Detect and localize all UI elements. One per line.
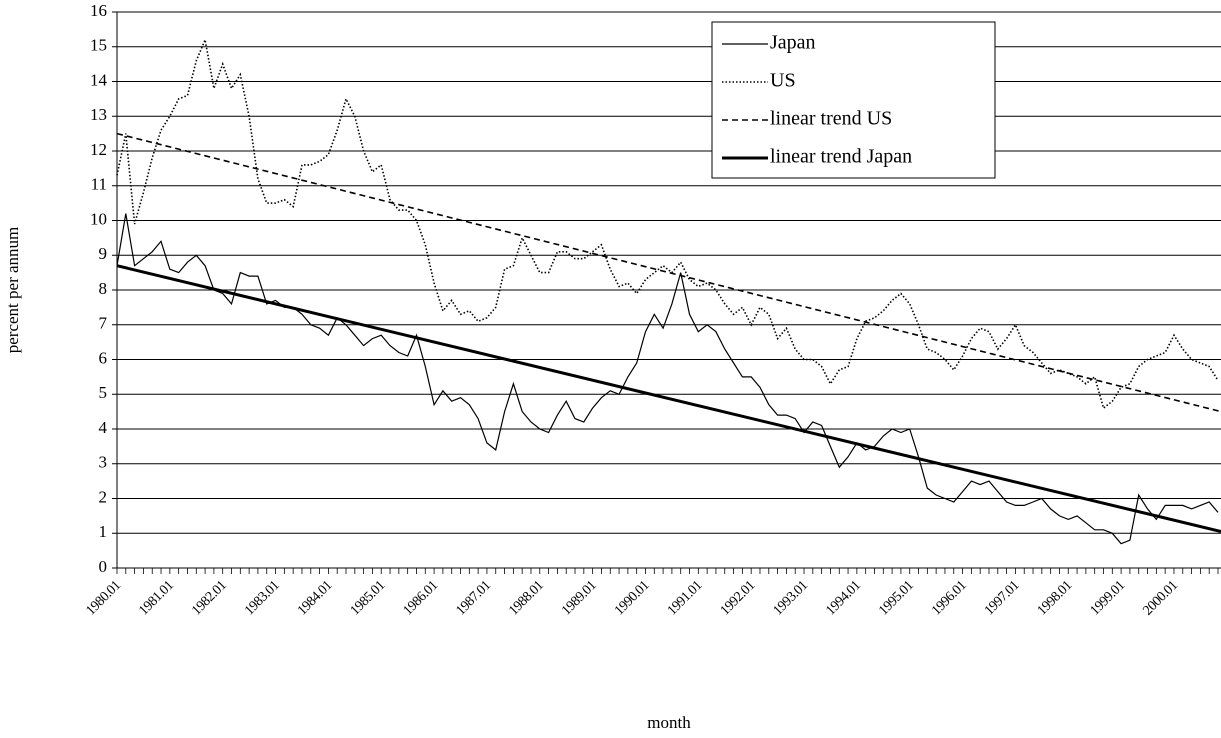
x-tick-label: 1993.01 [771, 578, 812, 619]
legend-label: Japan [770, 32, 816, 54]
y-tick-label: 6 [99, 348, 108, 367]
y-tick-label: 13 [90, 105, 107, 124]
y-tick-label: 12 [90, 140, 107, 159]
y-tick-label: 1 [99, 522, 108, 541]
x-tick-label: 1985.01 [348, 578, 389, 619]
x-tick-label: 1998.01 [1035, 578, 1076, 619]
y-tick-label: 10 [90, 209, 107, 228]
y-tick-label: 11 [91, 175, 107, 194]
x-tick-label: 1989.01 [559, 578, 600, 619]
x-tick-label: 1982.01 [189, 578, 230, 619]
x-tick-label: 1999.01 [1088, 578, 1129, 619]
x-tick-label: 1988.01 [506, 578, 547, 619]
y-tick-label: 3 [99, 453, 108, 472]
x-tick-label: 1983.01 [242, 578, 283, 619]
x-tick-label: 1992.01 [718, 578, 759, 619]
legend-label: linear trend Japan [770, 146, 912, 168]
series-line [116, 132, 1221, 413]
x-tick-label: 1981.01 [136, 578, 177, 619]
legend-box [711, 21, 996, 179]
y-tick-label: 15 [90, 36, 107, 55]
x-tick-label: 1990.01 [612, 578, 653, 619]
x-tick-label: 2000.01 [1140, 578, 1181, 619]
x-tick-label: 1980.01 [84, 578, 125, 619]
series-line [116, 37, 1219, 410]
x-tick-label: 1994.01 [823, 578, 864, 619]
y-tick-label: 14 [90, 70, 108, 89]
y-tick-label: 7 [99, 314, 108, 333]
y-tick-label: 16 [90, 1, 107, 20]
x-axis-label: month [647, 713, 691, 732]
x-tick-label: 1987.01 [453, 578, 494, 619]
y-tick-label: 0 [99, 557, 108, 576]
y-axis-label: percent per annum [3, 227, 22, 354]
series-line [116, 213, 1219, 545]
x-tick-label: 1991.01 [665, 578, 706, 619]
x-tick-label: 1996.01 [929, 578, 970, 619]
x-tick-label: 1984.01 [295, 578, 336, 619]
x-tick-label: 1986.01 [401, 578, 442, 619]
series-line [116, 264, 1221, 533]
x-tick-label: 1995.01 [876, 578, 917, 619]
y-tick-label: 4 [99, 418, 108, 437]
legend-label: US [770, 70, 796, 92]
y-tick-label: 2 [99, 487, 108, 506]
legend-label: linear trend US [770, 108, 892, 130]
y-tick-label: 5 [99, 383, 108, 402]
x-tick-label: 1997.01 [982, 578, 1023, 619]
y-tick-label: 9 [99, 244, 108, 263]
y-tick-label: 8 [99, 279, 108, 298]
